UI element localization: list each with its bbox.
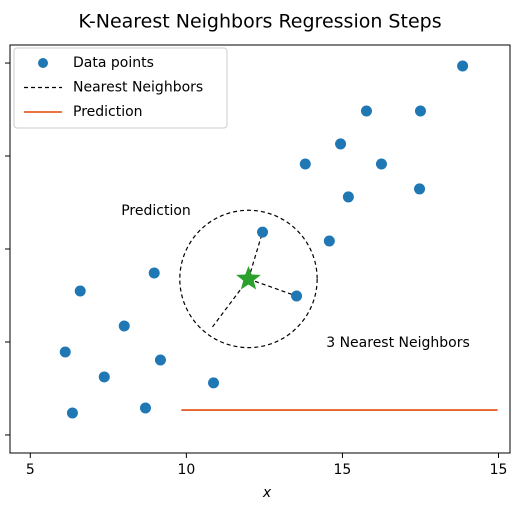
annotation: Prediction: [121, 203, 191, 219]
legend-marker: [38, 58, 48, 68]
chart-title: K-Nearest Neighbors Regression Steps: [78, 11, 441, 33]
data-point: [360, 105, 372, 117]
data-point: [208, 377, 220, 389]
data-point: [414, 105, 426, 117]
data-point: [375, 158, 387, 170]
legend: Data points Nearest Neighbors Prediction: [13, 47, 228, 129]
data-point: [299, 158, 311, 170]
x-tick-label: 5: [26, 462, 35, 478]
data-point: [118, 320, 130, 332]
x-tick-label: 15: [334, 462, 352, 478]
x-tick-label: 10: [177, 462, 195, 478]
legend-box: [13, 47, 228, 129]
data-point: [74, 285, 86, 297]
data-point: [154, 354, 166, 366]
data-point: [66, 407, 78, 419]
data-point: [59, 346, 71, 358]
legend-label: Prediction: [73, 104, 143, 120]
query-star: [236, 265, 261, 290]
data-point: [148, 267, 160, 279]
neighborhood-circle: [179, 209, 318, 349]
annotation: 3 Nearest Neighbors: [326, 335, 470, 351]
data-point: [291, 290, 303, 302]
data-point: [414, 183, 426, 195]
x-tick-label: 15: [490, 462, 508, 478]
data-point: [335, 138, 347, 150]
data-point: [98, 371, 110, 383]
data-point: [323, 235, 335, 247]
data-point: [257, 226, 269, 238]
legend-label: Nearest Neighbors: [73, 80, 203, 96]
data-point: [139, 402, 151, 414]
x-axis-label: x: [262, 485, 272, 501]
neighbor-line: [247, 231, 264, 280]
data-point: [342, 191, 354, 203]
data-point: [457, 60, 469, 72]
legend-label: Data points: [73, 55, 154, 71]
neighbor-line: [248, 278, 297, 297]
